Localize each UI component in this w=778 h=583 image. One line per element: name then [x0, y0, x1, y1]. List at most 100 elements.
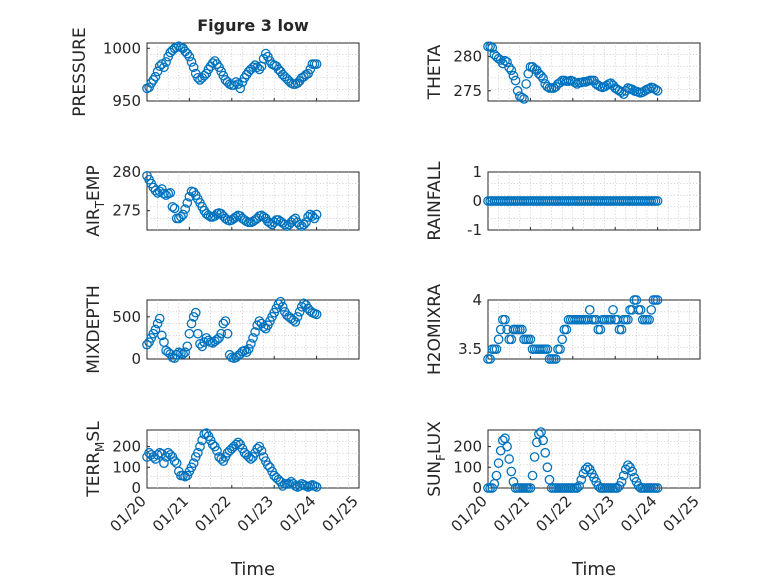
data-point	[623, 314, 633, 325]
data-point	[652, 85, 663, 96]
data-point	[618, 470, 629, 481]
y-tick-label: 100	[112, 458, 141, 476]
y-tick-label: 3.5	[458, 340, 482, 358]
data-point	[627, 466, 638, 477]
data-point	[502, 57, 512, 67]
x-tick-label: 01/22	[191, 492, 234, 535]
data-point	[523, 68, 534, 79]
data-point	[561, 324, 572, 335]
data-point	[243, 344, 254, 354]
data-point	[161, 57, 171, 67]
data-point	[212, 445, 222, 456]
data-point	[294, 219, 305, 230]
data-point	[538, 435, 548, 446]
data-point	[159, 458, 169, 468]
y-tick-label: 500	[112, 308, 141, 326]
x-tick-label: 01/24	[617, 492, 660, 535]
data-point	[159, 62, 169, 73]
data-point	[525, 334, 536, 345]
figure-title: Figure 3 low	[197, 16, 309, 35]
y-tick-label: 1	[472, 163, 482, 181]
data-point	[517, 92, 527, 103]
data-point	[646, 304, 657, 315]
data-point	[504, 62, 515, 73]
data-point	[572, 483, 582, 493]
data-point	[246, 338, 256, 349]
data-point	[491, 470, 502, 481]
x-tick-label: 01/22	[532, 492, 575, 535]
data-point	[152, 318, 163, 329]
air-temp-panel: 275 280 AIRTEMP	[84, 163, 360, 237]
y-axis-label: RAINFALL	[425, 161, 445, 241]
data-point	[500, 55, 510, 66]
y-tick-label: 1000	[103, 39, 141, 57]
data-point	[188, 458, 199, 468]
x-tick-label: 01/21	[490, 492, 533, 535]
data-point	[277, 301, 288, 312]
y-tick-label: 280	[453, 48, 482, 66]
pressure-panel: 950 1000 PRESSURE	[70, 27, 360, 117]
data-point	[521, 79, 532, 89]
mixdepth-panel: 0 500 MIXDEPTH	[84, 285, 360, 374]
data-point	[180, 204, 191, 214]
data-point	[195, 338, 205, 349]
x-tick-label: 01/21	[149, 492, 192, 535]
data-point	[493, 458, 504, 468]
y-tick-label: 0	[472, 479, 482, 497]
x-tick-label: 01/25	[660, 492, 703, 535]
data-point	[258, 322, 269, 332]
data-point	[193, 72, 203, 83]
data-point	[311, 209, 322, 220]
y-axis-label: THETA	[425, 44, 445, 100]
data-point	[218, 318, 229, 329]
data-point	[485, 354, 495, 364]
data-point	[311, 309, 322, 320]
data-point	[188, 187, 199, 197]
data-point	[180, 347, 191, 358]
data-point	[220, 316, 231, 326]
data-point	[616, 324, 627, 335]
x-tick-label: 01/20	[107, 492, 150, 535]
data-point	[506, 466, 517, 477]
data-point	[500, 314, 510, 325]
data-point	[485, 41, 495, 52]
data-point	[487, 42, 498, 53]
data-point	[608, 304, 618, 315]
data-point	[307, 211, 318, 221]
data-point	[512, 85, 523, 96]
data-point	[519, 94, 529, 104]
data-point	[184, 51, 195, 62]
data-point	[576, 474, 587, 485]
data-point	[538, 73, 548, 84]
data-point	[506, 65, 517, 76]
data-point	[193, 328, 203, 339]
data-point	[239, 345, 250, 356]
data-point	[517, 324, 527, 335]
data-point	[299, 219, 309, 230]
data-point	[231, 212, 241, 222]
x-tick-label: 01/25	[319, 492, 362, 535]
y-tick-label: 275	[453, 82, 482, 100]
y-tick-label: 200	[112, 438, 141, 456]
data-point	[508, 70, 519, 81]
data-point	[303, 212, 313, 222]
data-point	[301, 217, 311, 228]
data-point	[584, 304, 595, 315]
y-tick-label: -1	[467, 221, 482, 239]
data-point	[195, 441, 205, 452]
data-point	[142, 339, 152, 350]
data-point	[165, 188, 176, 198]
x-tick-label: 01/23	[234, 492, 277, 535]
data-point	[167, 201, 178, 212]
data-point	[495, 324, 506, 335]
data-point	[631, 295, 642, 305]
data-point	[491, 344, 502, 355]
data-point	[529, 452, 540, 462]
data-point	[652, 196, 663, 206]
data-point	[186, 57, 197, 67]
y-tick-label: 0	[131, 350, 141, 368]
y-tick-label: 0	[131, 479, 141, 497]
x-tick-label: 01/24	[276, 492, 319, 535]
data-point	[182, 198, 193, 208]
